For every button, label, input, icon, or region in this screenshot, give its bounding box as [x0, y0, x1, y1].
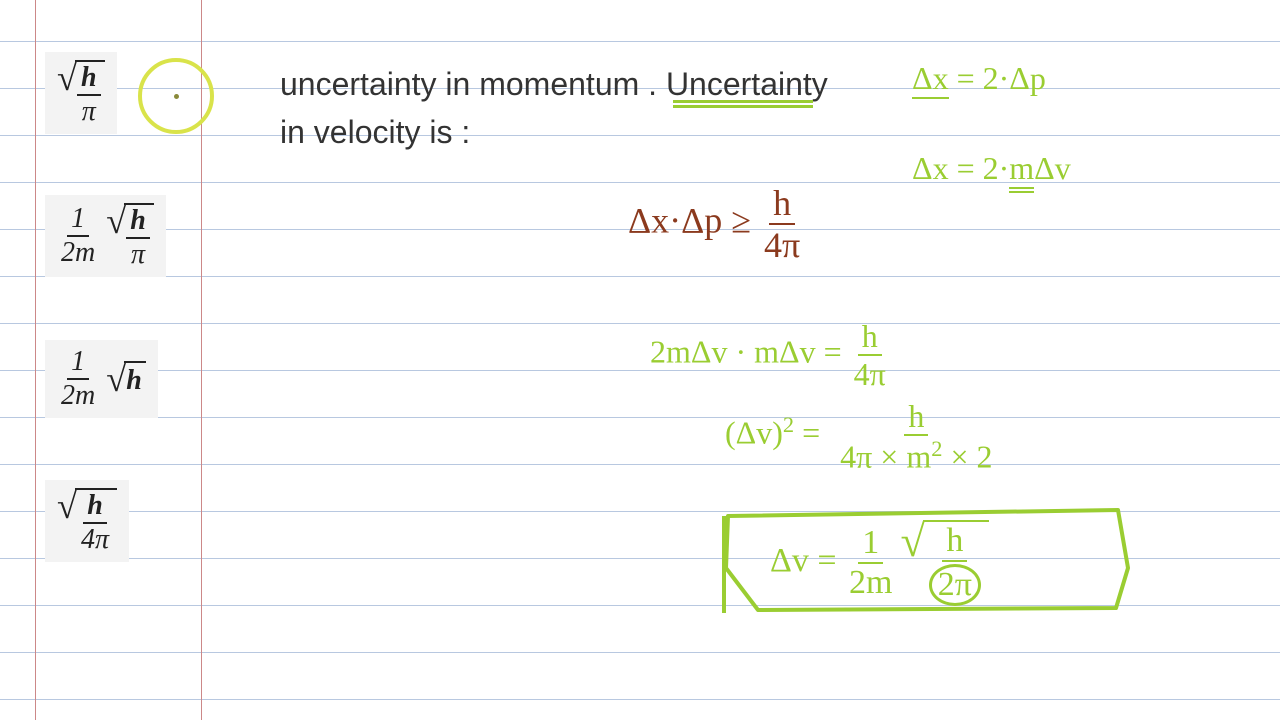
question-text: uncertainty in momentum . Uncertainty in…: [280, 60, 860, 156]
highlight-dot: [174, 94, 179, 99]
final-answer: Δv = 12mh2π: [770, 520, 989, 606]
margin-line-1: [35, 0, 36, 720]
question-line1: uncertainty in momentum . Uncertainty: [280, 66, 828, 102]
question-line2: in velocity is :: [280, 114, 470, 150]
underline-uncertainty: [673, 100, 813, 108]
working-eq-2: Δx = 2·mΔv: [912, 150, 1071, 187]
option-b[interactable]: 12m hπ: [45, 195, 166, 277]
option-c[interactable]: 12m h: [45, 340, 158, 418]
option-a[interactable]: hπ: [45, 52, 117, 134]
working-eq-1: Δx = 2·Δp: [912, 60, 1046, 97]
working-eq-3: 2mΔv · mΔv = h4π: [650, 320, 890, 390]
working-eq-4: (Δv)2 = h4π × m2 × 2: [725, 400, 996, 473]
option-d[interactable]: h4π: [45, 480, 129, 562]
heisenberg-principle: Δx·Δp ≥ h4π: [628, 185, 804, 263]
